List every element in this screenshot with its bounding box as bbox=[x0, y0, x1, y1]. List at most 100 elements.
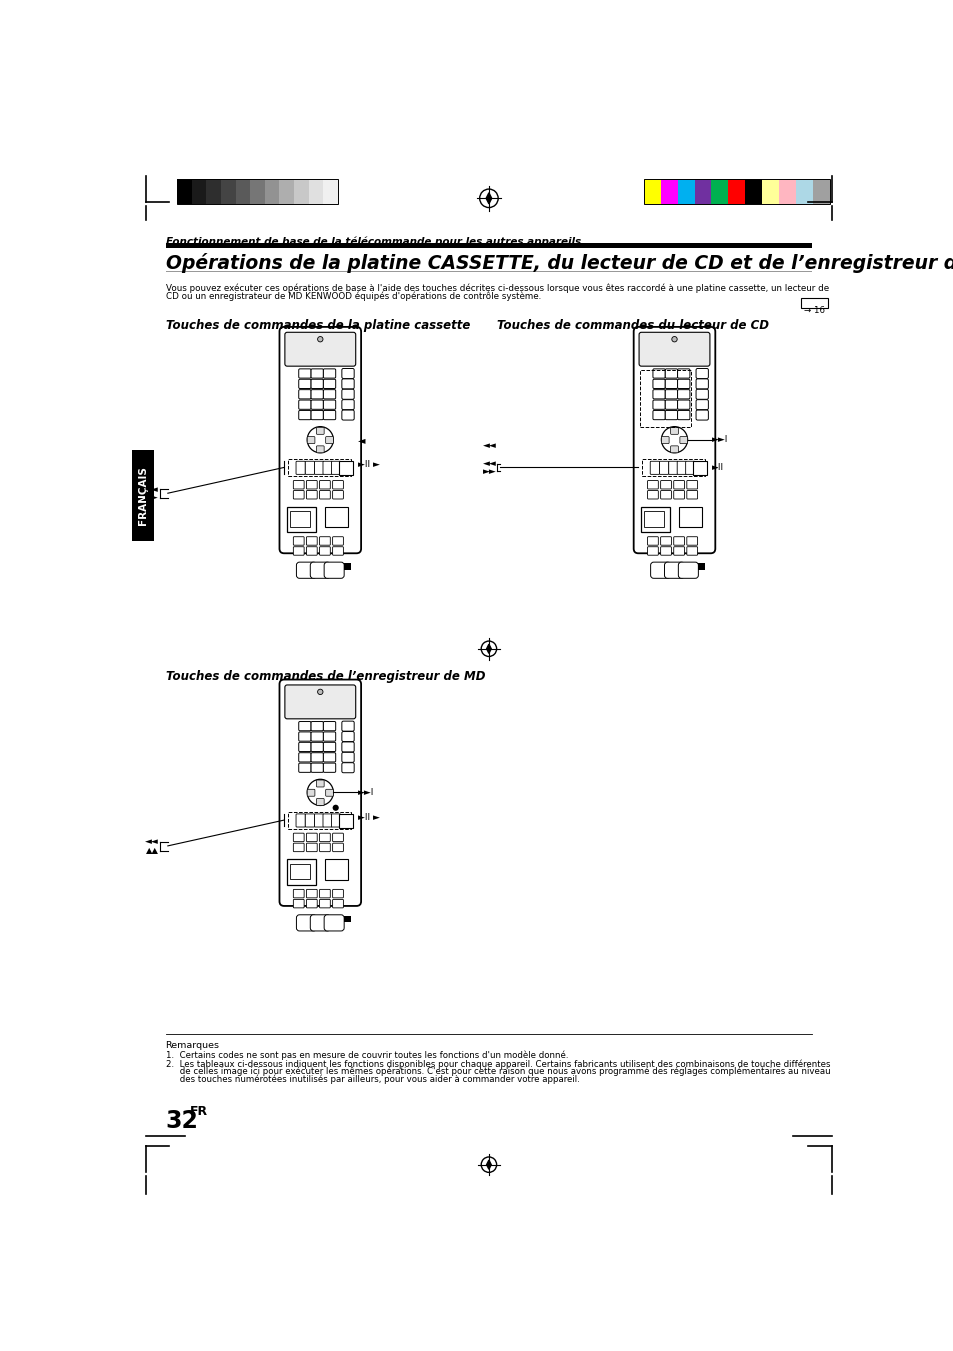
FancyBboxPatch shape bbox=[664, 400, 677, 409]
FancyBboxPatch shape bbox=[310, 915, 330, 931]
FancyBboxPatch shape bbox=[341, 389, 354, 400]
Bar bbox=[290, 511, 310, 527]
Bar bbox=[221, 180, 235, 204]
Text: de celles image ici pour exécuter les mêmes opérations. C'est pour cette raison : de celles image ici pour exécuter les mê… bbox=[166, 1067, 829, 1077]
Text: 32: 32 bbox=[166, 1109, 198, 1133]
FancyBboxPatch shape bbox=[652, 400, 664, 409]
Bar bbox=[694, 180, 711, 204]
FancyBboxPatch shape bbox=[307, 789, 314, 796]
FancyBboxPatch shape bbox=[677, 369, 689, 378]
Text: → 16: → 16 bbox=[803, 307, 824, 315]
FancyBboxPatch shape bbox=[659, 547, 671, 555]
FancyBboxPatch shape bbox=[668, 461, 678, 474]
FancyBboxPatch shape bbox=[298, 721, 311, 731]
FancyBboxPatch shape bbox=[311, 753, 323, 762]
Text: FR: FR bbox=[190, 1105, 208, 1119]
FancyBboxPatch shape bbox=[650, 461, 659, 474]
FancyBboxPatch shape bbox=[333, 547, 343, 555]
Bar bbox=[235, 180, 250, 204]
Bar bbox=[177, 180, 337, 204]
Bar bbox=[677, 180, 694, 204]
FancyBboxPatch shape bbox=[639, 332, 709, 366]
Circle shape bbox=[671, 336, 677, 342]
FancyBboxPatch shape bbox=[660, 436, 668, 443]
FancyBboxPatch shape bbox=[293, 889, 304, 898]
FancyBboxPatch shape bbox=[323, 753, 335, 762]
Bar bbox=[643, 180, 829, 204]
FancyBboxPatch shape bbox=[673, 481, 684, 489]
FancyBboxPatch shape bbox=[670, 446, 678, 453]
Bar bbox=[325, 507, 348, 527]
FancyBboxPatch shape bbox=[319, 536, 330, 546]
FancyBboxPatch shape bbox=[696, 378, 708, 389]
Bar bbox=[796, 180, 812, 204]
FancyBboxPatch shape bbox=[677, 411, 689, 420]
FancyBboxPatch shape bbox=[310, 562, 330, 578]
FancyBboxPatch shape bbox=[293, 834, 304, 842]
Text: Fonctionnement de base de la télécommande pour les autres appareils: Fonctionnement de base de la télécommand… bbox=[166, 236, 580, 247]
FancyBboxPatch shape bbox=[314, 813, 323, 827]
FancyBboxPatch shape bbox=[652, 411, 664, 420]
FancyBboxPatch shape bbox=[341, 753, 354, 762]
FancyBboxPatch shape bbox=[293, 547, 304, 555]
FancyBboxPatch shape bbox=[633, 327, 715, 554]
FancyBboxPatch shape bbox=[298, 380, 311, 389]
FancyBboxPatch shape bbox=[659, 461, 668, 474]
FancyBboxPatch shape bbox=[296, 562, 316, 578]
Bar bbox=[344, 563, 351, 570]
FancyBboxPatch shape bbox=[306, 843, 317, 851]
FancyBboxPatch shape bbox=[305, 461, 314, 474]
Bar bbox=[644, 511, 664, 527]
FancyBboxPatch shape bbox=[679, 436, 687, 443]
Text: ►►I: ►►I bbox=[712, 435, 728, 444]
FancyBboxPatch shape bbox=[279, 680, 361, 907]
FancyBboxPatch shape bbox=[298, 389, 311, 399]
Bar bbox=[132, 450, 153, 540]
FancyBboxPatch shape bbox=[311, 400, 323, 409]
FancyBboxPatch shape bbox=[316, 798, 324, 805]
Text: ◄: ◄ bbox=[357, 435, 365, 444]
FancyBboxPatch shape bbox=[323, 411, 335, 420]
FancyBboxPatch shape bbox=[659, 536, 671, 546]
FancyBboxPatch shape bbox=[295, 813, 305, 827]
FancyBboxPatch shape bbox=[647, 481, 658, 489]
FancyBboxPatch shape bbox=[652, 389, 664, 399]
FancyBboxPatch shape bbox=[333, 900, 343, 908]
FancyBboxPatch shape bbox=[306, 490, 317, 499]
FancyBboxPatch shape bbox=[647, 490, 658, 499]
FancyBboxPatch shape bbox=[696, 369, 708, 378]
FancyBboxPatch shape bbox=[686, 536, 697, 546]
Bar bbox=[728, 180, 744, 204]
FancyBboxPatch shape bbox=[647, 547, 658, 555]
Bar bbox=[206, 180, 221, 204]
Text: 2.  Les tableaux ci-dessous indiquent les fonctions disponibles pour chaque appa: 2. Les tableaux ci-dessous indiquent les… bbox=[166, 1059, 829, 1069]
FancyBboxPatch shape bbox=[319, 843, 330, 851]
FancyBboxPatch shape bbox=[298, 763, 311, 773]
FancyBboxPatch shape bbox=[311, 389, 323, 399]
Text: ►►: ►► bbox=[145, 493, 158, 503]
FancyBboxPatch shape bbox=[696, 389, 708, 400]
Bar bbox=[338, 461, 353, 476]
FancyBboxPatch shape bbox=[285, 685, 355, 719]
Bar bbox=[250, 180, 265, 204]
Text: Remarques: Remarques bbox=[166, 1042, 219, 1051]
Circle shape bbox=[660, 427, 687, 453]
FancyBboxPatch shape bbox=[306, 536, 317, 546]
Bar bbox=[800, 297, 827, 308]
Text: ►►I: ►►I bbox=[357, 788, 374, 797]
Bar bbox=[287, 859, 315, 885]
FancyBboxPatch shape bbox=[324, 915, 344, 931]
FancyBboxPatch shape bbox=[664, 411, 677, 420]
Text: Touches de commandes du lecteur de CD: Touches de commandes du lecteur de CD bbox=[497, 319, 768, 332]
FancyBboxPatch shape bbox=[279, 327, 361, 554]
Circle shape bbox=[317, 336, 323, 342]
Bar bbox=[679, 507, 701, 527]
FancyBboxPatch shape bbox=[323, 461, 332, 474]
FancyBboxPatch shape bbox=[664, 380, 677, 389]
Bar bbox=[287, 507, 315, 532]
Bar bbox=[279, 180, 294, 204]
FancyBboxPatch shape bbox=[298, 742, 311, 751]
FancyBboxPatch shape bbox=[298, 732, 311, 742]
Text: ►II ►: ►II ► bbox=[357, 812, 379, 821]
Bar bbox=[265, 180, 279, 204]
